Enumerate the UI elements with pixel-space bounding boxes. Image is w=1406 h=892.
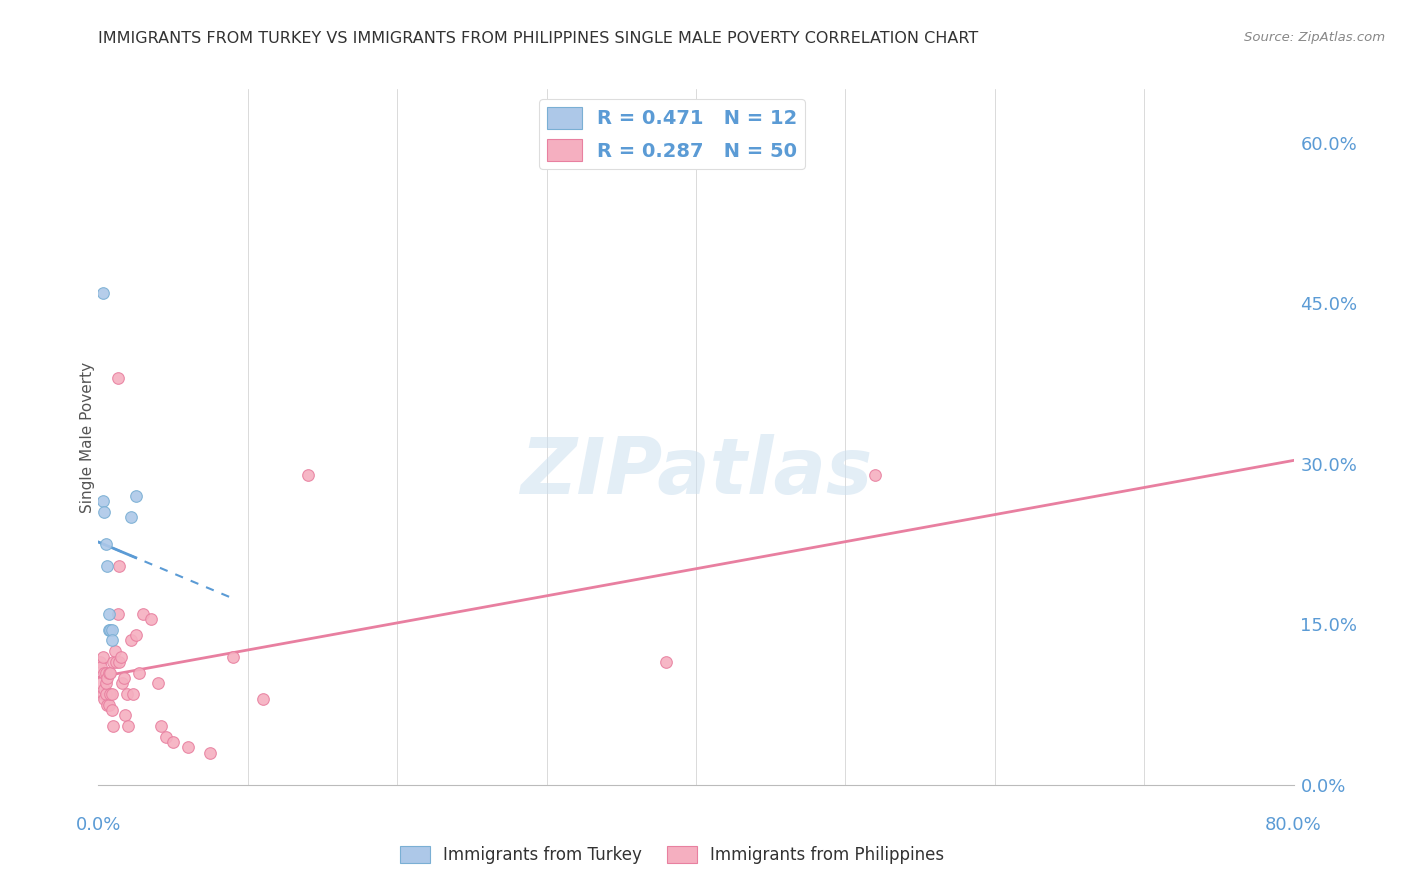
Point <box>94 665 117 680</box>
Point <box>101 623 124 637</box>
Point <box>222 649 245 664</box>
Point <box>655 655 678 669</box>
Point <box>110 649 132 664</box>
Point <box>97 607 120 621</box>
Point <box>100 623 122 637</box>
Point <box>150 719 173 733</box>
Point <box>91 494 114 508</box>
Point <box>91 285 114 300</box>
Text: IMMIGRANTS FROM TURKEY VS IMMIGRANTS FROM PHILIPPINES SINGLE MALE POVERTY CORREL: IMMIGRANTS FROM TURKEY VS IMMIGRANTS FRO… <box>98 31 979 46</box>
Point <box>97 623 120 637</box>
Point <box>100 665 122 680</box>
Point <box>111 676 134 690</box>
Point <box>97 665 120 680</box>
Point <box>91 687 114 701</box>
Point <box>125 628 148 642</box>
Point <box>101 703 124 717</box>
Point <box>162 735 184 749</box>
Point <box>94 537 117 551</box>
Text: 80.0%: 80.0% <box>1265 816 1322 834</box>
Point <box>128 665 150 680</box>
Point <box>104 644 127 658</box>
Point <box>177 740 200 755</box>
Point <box>139 612 162 626</box>
Point <box>90 660 112 674</box>
Point <box>91 649 114 664</box>
Point <box>101 633 124 648</box>
Point <box>121 687 143 701</box>
Point <box>93 505 115 519</box>
Point <box>115 687 138 701</box>
Point <box>108 655 131 669</box>
Point <box>103 655 125 669</box>
Point <box>105 655 128 669</box>
Point <box>96 671 118 685</box>
Point <box>94 687 117 701</box>
Point <box>297 467 319 482</box>
Point <box>97 698 120 712</box>
Point <box>103 719 125 733</box>
Point <box>865 467 887 482</box>
Point <box>112 671 135 685</box>
Point <box>100 687 122 701</box>
Point <box>120 633 142 648</box>
Text: 0.0%: 0.0% <box>76 816 121 834</box>
Point <box>90 676 112 690</box>
Point <box>200 746 222 760</box>
Point <box>94 676 117 690</box>
Point <box>93 665 115 680</box>
Text: Source: ZipAtlas.com: Source: ZipAtlas.com <box>1244 31 1385 45</box>
Point <box>120 510 142 524</box>
Point <box>101 687 124 701</box>
Point <box>89 655 111 669</box>
Point <box>107 371 129 385</box>
Point <box>117 719 139 733</box>
Point <box>132 607 155 621</box>
Point <box>93 692 115 706</box>
Point <box>125 489 148 503</box>
Point <box>93 681 115 696</box>
Point <box>108 558 131 573</box>
Point <box>96 558 118 573</box>
Y-axis label: Single Male Poverty: Single Male Poverty <box>80 361 94 513</box>
Text: ZIPatlas: ZIPatlas <box>520 434 872 510</box>
Legend: Immigrants from Turkey, Immigrants from Philippines: Immigrants from Turkey, Immigrants from … <box>394 839 950 871</box>
Point <box>148 676 170 690</box>
Point <box>155 730 177 744</box>
Point <box>114 708 136 723</box>
Point <box>252 692 274 706</box>
Point <box>96 698 118 712</box>
Point <box>107 607 129 621</box>
